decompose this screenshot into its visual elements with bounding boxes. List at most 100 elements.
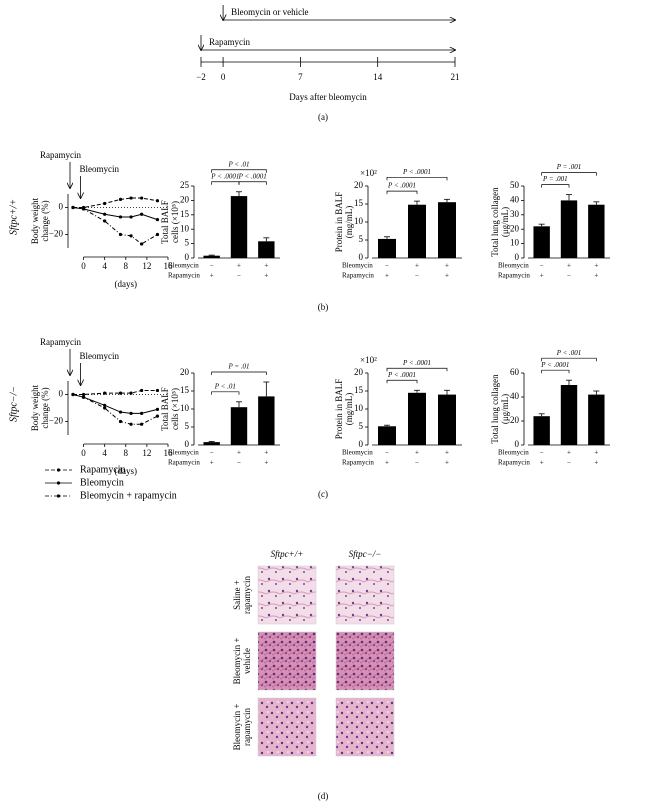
- series-point: [155, 388, 160, 393]
- y-tick-label: 0: [185, 439, 190, 449]
- y-axis-label: (μg/mL): [500, 207, 510, 237]
- condition-mark: −: [237, 272, 241, 280]
- condition-mark: +: [415, 262, 419, 270]
- x-tick-label: 12: [142, 448, 151, 458]
- legend-marker: [56, 494, 61, 498]
- condition-mark: +: [594, 272, 598, 280]
- histology-image: [257, 565, 317, 625]
- y-tick-label: 20: [354, 367, 364, 377]
- x-tick-label: 0: [81, 448, 86, 458]
- series-point: [140, 388, 144, 393]
- bar: [560, 385, 578, 445]
- significance-bracket: [211, 371, 267, 375]
- condition-mark: −: [567, 272, 571, 280]
- histology-image: [257, 697, 317, 757]
- series-point: [155, 407, 160, 411]
- bar: [230, 196, 248, 258]
- significance-bracket: [386, 190, 418, 195]
- condition-mark: +: [385, 272, 389, 280]
- series-point: [103, 219, 107, 223]
- y-axis-label: Body weight: [30, 384, 40, 431]
- y-axis-label: change (%): [40, 387, 50, 428]
- genotype-label: Sftpc−/−: [8, 386, 19, 422]
- bar: [533, 416, 550, 445]
- panel-label: (c): [318, 489, 328, 499]
- condition-mark: +: [445, 262, 449, 270]
- bar: [408, 392, 426, 445]
- bar: [588, 394, 605, 445]
- y-tick-label: 25: [180, 180, 190, 190]
- series-point: [140, 196, 144, 200]
- bar: [203, 442, 220, 445]
- y-tick-label: 15: [354, 198, 364, 208]
- y-tick-label: 0: [59, 389, 64, 399]
- timeline-tick-label: 7: [298, 72, 303, 82]
- condition-label: Rapamycin: [168, 272, 200, 280]
- treatment-label: Bleomycin or vehicle: [231, 7, 308, 17]
- condition-mark: −: [385, 449, 389, 457]
- y-tick-label: 15: [180, 385, 190, 395]
- y-tick-label: 50: [510, 180, 520, 190]
- significance-label: P < .0001: [387, 182, 416, 190]
- series-point: [71, 392, 75, 397]
- significance-bracket: [386, 379, 418, 384]
- significance-label: P < .0001: [402, 359, 431, 367]
- series-point: [118, 232, 123, 237]
- series-point: [118, 215, 123, 219]
- y-axis-label: Protein in BALF: [334, 192, 344, 253]
- series-point: [140, 212, 144, 216]
- significance-bracket: [211, 169, 267, 173]
- condition-mark: +: [264, 459, 268, 467]
- condition-label: Rapamycin: [342, 459, 374, 467]
- series-point: [103, 201, 107, 206]
- y-tick-label: 20: [180, 194, 190, 204]
- condition-label: Bleomycin: [342, 262, 373, 270]
- timeline-tick-label: −2: [196, 72, 206, 82]
- y-tick-label: 15: [354, 385, 364, 395]
- series-point: [81, 207, 86, 211]
- significance-bracket: [211, 391, 240, 395]
- x-tick-label: 16: [164, 448, 174, 458]
- y-axis-label: Total BALF: [160, 200, 170, 244]
- event-label: Rapamycin: [40, 150, 81, 160]
- y-axis-label: Total BALF: [160, 387, 170, 431]
- condition-label: Rapamycin: [498, 272, 530, 280]
- y-tick-label: 5: [359, 421, 364, 431]
- condition-mark: +: [445, 449, 449, 457]
- condition-mark: +: [567, 449, 571, 457]
- y-axis-label: change (%): [40, 200, 50, 241]
- condition-label: Bleomycin: [498, 449, 529, 457]
- condition-mark: +: [445, 459, 449, 467]
- condition-label: Bleomycin: [168, 449, 199, 457]
- bar: [588, 204, 605, 258]
- y-tick-label: −20: [49, 229, 64, 239]
- series-point: [118, 197, 123, 201]
- condition-mark: +: [264, 272, 268, 280]
- bar: [378, 238, 396, 258]
- condition-label: Rapamycin: [498, 459, 530, 467]
- series-point: [129, 234, 133, 238]
- condition-mark: +: [540, 272, 544, 280]
- y-tick-label: 40: [510, 194, 520, 204]
- series-line: [72, 394, 158, 414]
- significance-label: P < .0001: [238, 172, 267, 180]
- condition-mark: −: [415, 459, 419, 467]
- histology-column-label: Sftpc+/+: [271, 549, 304, 559]
- condition-mark: −: [415, 272, 419, 280]
- significance-bracket: [541, 357, 597, 362]
- bar: [533, 226, 550, 258]
- histology-row-label: rapamycin: [242, 708, 252, 746]
- event-label: Bleomycin: [80, 351, 120, 361]
- condition-mark: +: [594, 449, 598, 457]
- series-point: [81, 392, 86, 397]
- y-tick-label: 15: [180, 209, 190, 219]
- y-axis-label: Protein in BALF: [334, 379, 344, 440]
- series-point: [140, 242, 144, 246]
- significance-label: P = .001: [542, 175, 568, 183]
- histology-image: [335, 565, 395, 625]
- significance-bracket: [541, 184, 570, 188]
- condition-mark: +: [264, 262, 268, 270]
- histology-row-label: Bleomycin +: [232, 704, 242, 751]
- y-axis-label: (μg/mL): [500, 394, 510, 424]
- bar: [258, 396, 275, 445]
